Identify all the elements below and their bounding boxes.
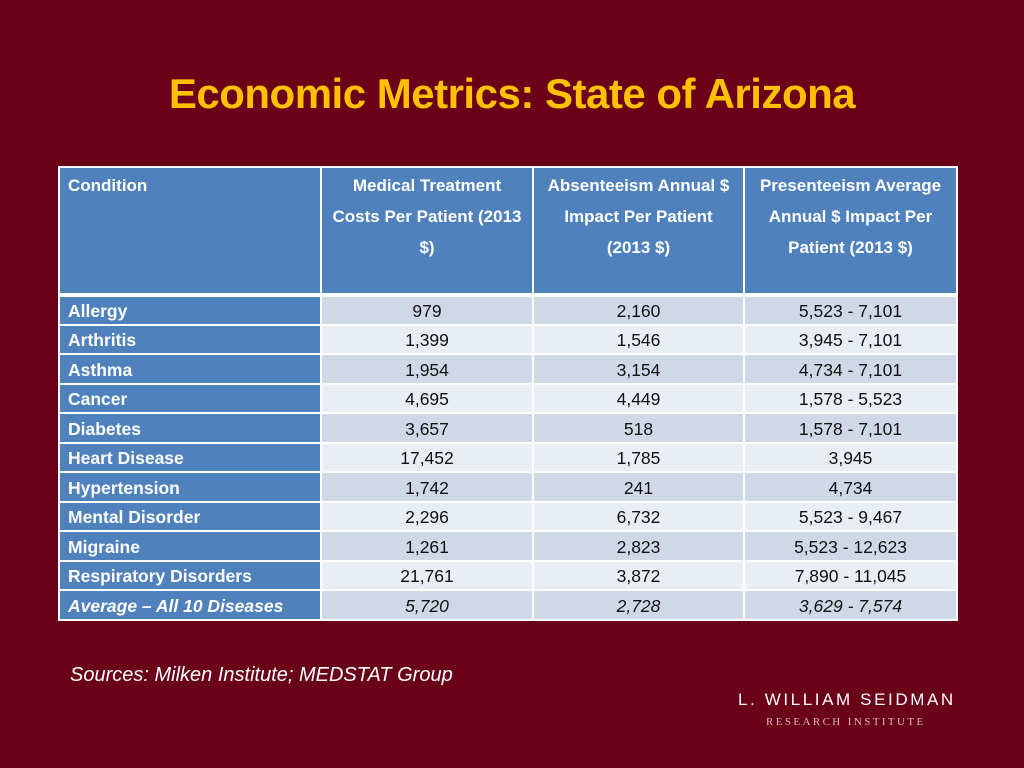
economic-metrics-table: Condition Medical Treatment Costs Per Pa… bbox=[58, 166, 958, 621]
presenteeism-cell: 5,523 - 12,623 bbox=[743, 530, 958, 562]
table-row-average: Average – All 10 Diseases 5,720 2,728 3,… bbox=[58, 589, 958, 621]
absenteeism-cell: 1,785 bbox=[532, 441, 745, 473]
medical-cost-cell: 1,399 bbox=[320, 323, 534, 355]
seidman-logo: L. WILLIAM SEIDMAN RESEARCH INSTITUTE bbox=[738, 690, 958, 728]
condition-cell: Migraine bbox=[58, 530, 322, 562]
table-row: Arthritis 1,399 1,546 3,945 - 7,101 bbox=[58, 323, 958, 355]
medical-cost-cell: 1,261 bbox=[320, 530, 534, 562]
table-row: Migraine 1,261 2,823 5,523 - 12,623 bbox=[58, 530, 958, 562]
medical-cost-cell: 2,296 bbox=[320, 500, 534, 532]
table-row: Mental Disorder 2,296 6,732 5,523 - 9,46… bbox=[58, 500, 958, 532]
condition-cell: Heart Disease bbox=[58, 441, 322, 473]
condition-cell: Cancer bbox=[58, 382, 322, 414]
table-row: Respiratory Disorders 21,761 3,872 7,890… bbox=[58, 559, 958, 591]
condition-cell: Allergy bbox=[58, 294, 322, 326]
slide-title: Economic Metrics: State of Arizona bbox=[168, 70, 856, 117]
presenteeism-cell: 5,523 - 9,467 bbox=[743, 500, 958, 532]
header-presenteeism: Presenteeism Average Annual $ Impact Per… bbox=[743, 166, 958, 296]
presenteeism-cell: 7,890 - 11,045 bbox=[743, 559, 958, 591]
logo-subtitle: RESEARCH INSTITUTE bbox=[766, 716, 926, 728]
presenteeism-cell: 1,578 - 7,101 bbox=[743, 412, 958, 444]
table-row: Hypertension 1,742 241 4,734 bbox=[58, 471, 958, 503]
absenteeism-cell: 3,872 bbox=[532, 559, 745, 591]
table-row: Allergy 979 2,160 5,523 - 7,101 bbox=[58, 294, 958, 326]
medical-cost-cell: 17,452 bbox=[320, 441, 534, 473]
condition-cell: Respiratory Disorders bbox=[58, 559, 322, 591]
condition-cell: Average – All 10 Diseases bbox=[58, 589, 322, 621]
table-row: Cancer 4,695 4,449 1,578 - 5,523 bbox=[58, 382, 958, 414]
medical-cost-cell: 3,657 bbox=[320, 412, 534, 444]
table-header-row: Condition Medical Treatment Costs Per Pa… bbox=[58, 166, 958, 296]
absenteeism-cell: 241 bbox=[532, 471, 745, 503]
absenteeism-cell: 2,728 bbox=[532, 589, 745, 621]
presenteeism-cell: 4,734 bbox=[743, 471, 958, 503]
medical-cost-cell: 979 bbox=[320, 294, 534, 326]
presenteeism-cell: 4,734 - 7,101 bbox=[743, 353, 958, 385]
presenteeism-cell: 3,629 - 7,574 bbox=[743, 589, 958, 621]
presenteeism-cell: 1,578 - 5,523 bbox=[743, 382, 958, 414]
table-row: Diabetes 3,657 518 1,578 - 7,101 bbox=[58, 412, 958, 444]
condition-cell: Mental Disorder bbox=[58, 500, 322, 532]
medical-cost-cell: 4,695 bbox=[320, 382, 534, 414]
condition-cell: Asthma bbox=[58, 353, 322, 385]
sources-note: Sources: Milken Institute; MEDSTAT Group bbox=[70, 664, 453, 686]
absenteeism-cell: 2,823 bbox=[532, 530, 745, 562]
medical-cost-cell: 21,761 bbox=[320, 559, 534, 591]
presenteeism-cell: 5,523 - 7,101 bbox=[743, 294, 958, 326]
medical-cost-cell: 5,720 bbox=[320, 589, 534, 621]
absenteeism-cell: 4,449 bbox=[532, 382, 745, 414]
medical-cost-cell: 1,742 bbox=[320, 471, 534, 503]
header-absenteeism: Absenteeism Annual $ Impact Per Patient … bbox=[532, 166, 745, 296]
absenteeism-cell: 2,160 bbox=[532, 294, 745, 326]
table-row: Heart Disease 17,452 1,785 3,945 bbox=[58, 441, 958, 473]
presenteeism-cell: 3,945 - 7,101 bbox=[743, 323, 958, 355]
condition-cell: Hypertension bbox=[58, 471, 322, 503]
header-condition: Condition bbox=[58, 166, 322, 296]
absenteeism-cell: 1,546 bbox=[532, 323, 745, 355]
header-medical-treatment-costs: Medical Treatment Costs Per Patient (201… bbox=[320, 166, 534, 296]
presenteeism-cell: 3,945 bbox=[743, 441, 958, 473]
condition-cell: Diabetes bbox=[58, 412, 322, 444]
condition-cell: Arthritis bbox=[58, 323, 322, 355]
table-row: Asthma 1,954 3,154 4,734 - 7,101 bbox=[58, 353, 958, 385]
medical-cost-cell: 1,954 bbox=[320, 353, 534, 385]
logo-name: L. WILLIAM SEIDMAN bbox=[738, 690, 956, 709]
absenteeism-cell: 3,154 bbox=[532, 353, 745, 385]
absenteeism-cell: 6,732 bbox=[532, 500, 745, 532]
absenteeism-cell: 518 bbox=[532, 412, 745, 444]
